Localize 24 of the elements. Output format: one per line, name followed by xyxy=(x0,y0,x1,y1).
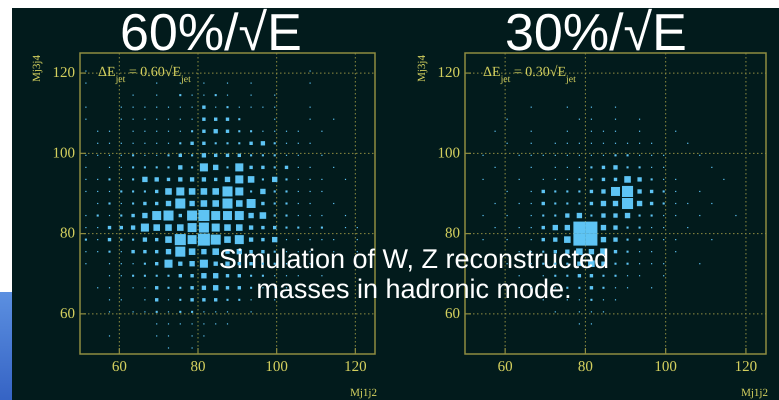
chart-title: 60%/√E xyxy=(120,4,302,62)
annotation: ΔE$_{jet}$ = 0.60√E$_{jet}$ xyxy=(98,64,192,84)
y-tick-label: 60 xyxy=(445,306,460,322)
y-tick-label: 100 xyxy=(438,145,460,162)
x-axis-title: Mj1j2 xyxy=(350,387,377,399)
chart-title: 30%/√E xyxy=(505,4,687,62)
annotation: ΔE$_{jet}$ = 0.30√E$_{jet}$ xyxy=(483,64,576,84)
x-tick-label: 120 xyxy=(344,359,367,375)
x-tick-label: 80 xyxy=(190,359,206,375)
x-tick-label: 60 xyxy=(498,359,513,375)
y-tick-label: 120 xyxy=(52,65,75,82)
y-tick-label: 80 xyxy=(445,226,460,242)
y-tick-label: 100 xyxy=(52,145,75,162)
y-tick-label: 80 xyxy=(60,226,75,242)
y-axis-title: Mj3j4 xyxy=(416,54,428,82)
x-tick-label: 120 xyxy=(734,359,758,375)
y-tick-label: 60 xyxy=(60,306,75,322)
x-axis-title: Mj1j2 xyxy=(741,387,768,399)
x-tick-label: 100 xyxy=(654,359,677,375)
x-tick-label: 60 xyxy=(112,359,127,375)
y-tick-label: 120 xyxy=(438,65,460,82)
y-axis-title: Mj3j4 xyxy=(31,54,43,82)
x-tick-label: 80 xyxy=(578,359,593,375)
x-tick-label: 100 xyxy=(265,359,288,375)
